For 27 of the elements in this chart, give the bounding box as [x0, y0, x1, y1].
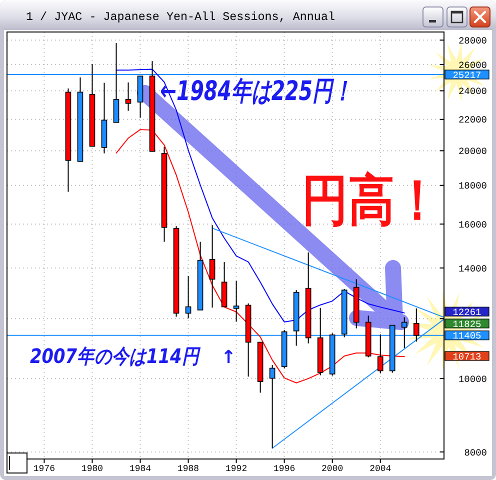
text: 12261 — [452, 306, 482, 318]
text: 11825 — [452, 318, 482, 330]
x-tick-label: 1984 — [129, 464, 152, 474]
y-tick-label: 14000 — [458, 263, 488, 274]
y-tick-label: 26000 — [458, 60, 488, 71]
y-tick-label: 8000 — [464, 447, 488, 458]
x-tick-label: 1996 — [274, 464, 296, 474]
y-tick-label: 20000 — [458, 146, 488, 158]
annotation: 2007年の今は114円 — [30, 346, 201, 368]
annotation: 円高！ — [302, 168, 441, 232]
y-tick-label: 18000 — [458, 180, 488, 192]
y-tick-label: 10000 — [458, 374, 488, 385]
x-tick-label: 1976 — [33, 464, 56, 474]
x-tick-label: 2000 — [322, 464, 344, 474]
chart-title: 1 / JYAC - Japanese Yen-All Sessions, Annual — [26, 10, 338, 24]
text: 10713 — [452, 351, 482, 362]
x-tick-label: 1980 — [81, 464, 104, 474]
y-tick-label: 16000 — [458, 219, 488, 230]
ref-line-label: 25217 — [452, 70, 482, 81]
y-tick-label: 28000 — [458, 35, 488, 46]
x-tick-label: 2004 — [370, 464, 392, 474]
annotation: ↑ — [221, 347, 236, 368]
ref-line-label: 11405 — [452, 330, 482, 342]
x-tick-label: 1988 — [177, 464, 200, 474]
y-tick-label: 22000 — [458, 114, 488, 126]
x-tick-label: 1992 — [226, 464, 248, 474]
y-tick-label: 24000 — [458, 86, 488, 98]
